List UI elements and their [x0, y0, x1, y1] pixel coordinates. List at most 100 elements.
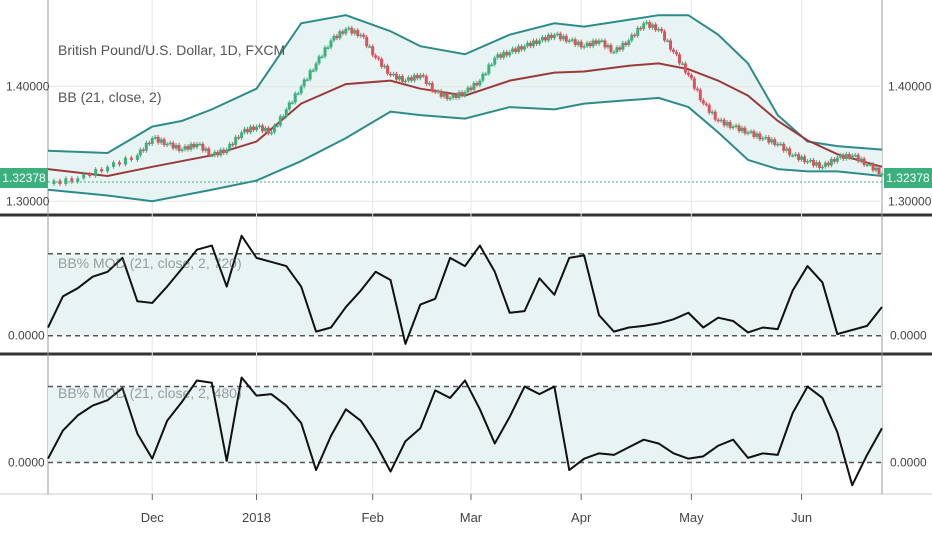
x-tick-label: 2018: [242, 510, 271, 525]
candle-body: [680, 63, 684, 65]
candle-body: [70, 178, 74, 182]
symbol-title[interactable]: British Pound/U.S. Dollar, 1D, FXCM: [58, 42, 286, 58]
candle-body: [427, 82, 431, 85]
candle-body: [290, 102, 294, 104]
last-price-tag-left: 1.32378: [0, 168, 48, 188]
bb-lower-band: [47, 96, 883, 203]
osc-line: [47, 234, 883, 345]
candle-body: [674, 51, 678, 55]
candle-body: [94, 169, 98, 176]
candle-body: [505, 51, 509, 56]
candle-body: [412, 74, 416, 81]
candle-body: [418, 74, 422, 79]
candle-body: [639, 27, 643, 30]
candle-body: [594, 40, 598, 44]
candle-body: [689, 74, 693, 79]
candle-body: [320, 56, 324, 59]
bb-indicator-label[interactable]: BB (21, close, 2): [58, 89, 162, 105]
candle-body: [621, 42, 625, 50]
candle-body: [150, 138, 154, 144]
candle-body: [311, 70, 315, 72]
candle-body: [606, 45, 610, 48]
candle-body: [394, 73, 398, 80]
candle-body: [323, 47, 327, 57]
candle-body: [329, 40, 333, 48]
candle-body: [469, 87, 473, 90]
candle-body: [499, 54, 503, 58]
candle-body: [865, 164, 869, 167]
candle-body: [758, 133, 762, 140]
candle-body: [338, 31, 342, 39]
candle-body: [365, 37, 369, 47]
candle-body: [335, 35, 339, 39]
candle-body: [424, 76, 428, 85]
osc-band-fill: [48, 253, 882, 336]
candle-body: [409, 77, 413, 81]
candle-body: [231, 143, 235, 146]
candle-body: [371, 46, 375, 56]
osc1-indicator-label[interactable]: BB% MOD (21, close, 2, 720): [58, 255, 242, 271]
candle-body: [439, 90, 443, 97]
candle-body: [296, 93, 300, 95]
candle-body: [234, 136, 238, 145]
candle-body: [612, 51, 616, 54]
candle-body: [168, 142, 172, 145]
y-tick-label-left: 1.30000: [6, 194, 50, 208]
candle-body: [135, 155, 139, 160]
candle-body: [263, 127, 267, 132]
candle-body: [147, 142, 151, 145]
candle-body: [660, 28, 664, 32]
candle-body: [508, 51, 512, 56]
candle-body: [806, 161, 810, 163]
x-tick-label: May: [679, 510, 704, 525]
candle-body: [832, 158, 836, 162]
candle-body: [138, 149, 142, 156]
candle-body: [463, 92, 467, 96]
candle-body: [400, 76, 404, 82]
candle-body: [630, 34, 634, 41]
candle-body: [266, 127, 270, 134]
candle-body: [817, 162, 821, 168]
candle-body: [326, 47, 330, 49]
candle-body: [746, 132, 750, 134]
candle-body: [597, 40, 601, 44]
candle-body: [722, 119, 726, 126]
y-tick-label-left: 1.40000: [6, 79, 50, 93]
candle-body: [779, 143, 783, 146]
candle-body: [844, 153, 848, 159]
candle-body: [710, 111, 714, 114]
candle-body: [213, 151, 217, 156]
candle-body: [868, 164, 872, 166]
candle-body: [460, 92, 464, 96]
candle-body: [377, 57, 381, 60]
candle-body: [648, 22, 652, 28]
candle-body: [350, 27, 354, 34]
candle-body: [225, 149, 229, 154]
candle-body: [475, 82, 479, 86]
candle-body: [558, 33, 562, 40]
candle-body: [174, 144, 178, 149]
candle-body: [275, 125, 279, 127]
osc2-indicator-label[interactable]: BB% MOD (21, close, 2, 480): [58, 385, 242, 401]
candle-body: [314, 63, 318, 71]
candle-body: [129, 157, 133, 160]
candle-body: [201, 143, 205, 151]
candle-body: [651, 24, 655, 28]
candle-body: [496, 54, 500, 58]
candle-body: [800, 156, 804, 160]
candle-body: [546, 34, 550, 41]
candle-body: [773, 139, 777, 145]
candle-body: [269, 132, 273, 134]
candle-body: [573, 39, 577, 46]
candle-body: [222, 149, 226, 154]
candle-body: [811, 159, 815, 166]
candle-body: [421, 74, 425, 77]
candle-body: [803, 156, 807, 163]
candle-body: [490, 64, 494, 67]
candle-body: [466, 87, 470, 93]
candle-body: [600, 40, 604, 42]
candle-body: [403, 80, 407, 83]
candle-body: [657, 28, 661, 31]
candle-body: [368, 46, 372, 48]
